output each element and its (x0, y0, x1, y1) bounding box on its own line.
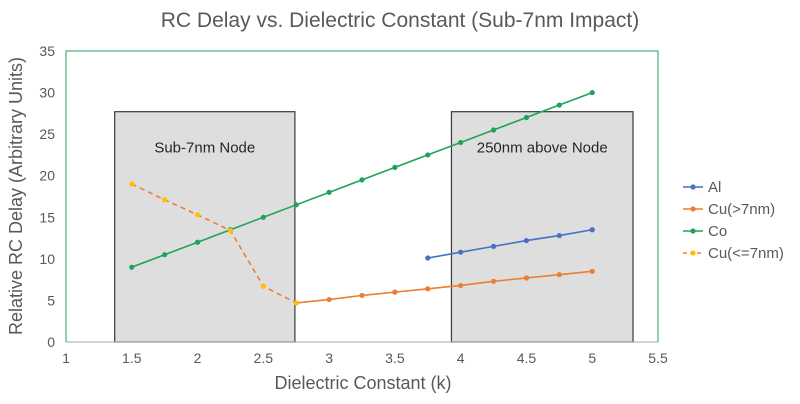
annotation-label-2: 250nm above Node (477, 140, 608, 157)
annotation-box-2 (450, 111, 634, 343)
legend-swatch-marker (690, 250, 696, 256)
data-point (458, 249, 464, 255)
data-point (490, 243, 497, 249)
y-tick-label: 5 (47, 292, 55, 308)
x-tick-label: 3 (325, 350, 333, 366)
data-point (326, 296, 332, 303)
data-point (425, 286, 431, 292)
data-point (227, 227, 234, 234)
x-tick-label: 5 (588, 350, 596, 366)
series-line (131, 183, 297, 304)
y-tick-label: 0 (47, 334, 55, 350)
legend-swatch-marker (690, 184, 696, 190)
data-point (458, 139, 464, 146)
annotation-label-1: Sub-7nm Node (154, 140, 255, 157)
x-axis-title: Dielectric Constant (k) (274, 373, 451, 393)
data-point (293, 202, 299, 208)
data-point (359, 177, 365, 183)
data-point (556, 232, 562, 239)
y-tick-label: 35 (39, 43, 55, 59)
annotation-box-1 (114, 111, 296, 343)
data-point (162, 197, 168, 203)
data-point (523, 237, 530, 244)
data-point (392, 289, 398, 295)
data-point (458, 282, 464, 289)
series-line (427, 228, 593, 259)
chart-title: RC Delay vs. Dielectric Constant (Sub-7n… (161, 9, 639, 32)
data-point (556, 102, 562, 108)
y-tick-label: 15 (39, 209, 55, 225)
x-tick-label: 5.5 (648, 350, 668, 366)
legend-item: Co (683, 223, 727, 240)
annotation-layer: Sub-7nm Node 250nm above Node (114, 111, 634, 343)
series-Co (129, 89, 595, 270)
data-point (523, 114, 530, 121)
data-point (129, 264, 135, 270)
x-tick-label: 3.5 (385, 350, 405, 366)
x-tick-label: 4.5 (517, 350, 537, 366)
y-tick-label: 10 (39, 251, 55, 267)
data-point (194, 239, 201, 245)
legend-label: Al (708, 179, 721, 196)
legend-swatch-marker (690, 206, 696, 212)
legend: Al Cu(>7nm) Co Cu(<=7nm) (683, 179, 784, 262)
data-point (425, 255, 431, 261)
x-tick-labels: 1 1.5 2 2.5 3 3.5 4 4.5 5 5.5 (62, 350, 668, 366)
data-point (162, 252, 168, 258)
series-Al (425, 227, 595, 261)
x-tick-label: 2.5 (254, 350, 274, 366)
x-tick-label: 1 (62, 350, 70, 366)
legend-label: Cu(>7nm) (708, 201, 775, 218)
legend-item: Cu(<=7nm) (683, 245, 784, 262)
legend-item: Cu(>7nm) (683, 201, 775, 218)
x-tick-label: 4 (457, 350, 465, 366)
series-Cu(<=7nm) (129, 181, 299, 306)
data-point (359, 292, 365, 299)
series-layer (129, 89, 595, 306)
data-point (490, 278, 497, 284)
data-point (589, 227, 595, 233)
data-point (589, 89, 595, 96)
y-tick-label: 30 (39, 85, 55, 101)
data-point (194, 212, 201, 218)
data-point (260, 214, 266, 220)
data-point (425, 152, 431, 158)
data-point (326, 189, 332, 195)
data-point (260, 283, 266, 289)
axes: 1 1.5 2 2.5 3 3.5 4 4.5 5 5.5 0 5 10 15 20 25 30 35 (39, 43, 668, 366)
data-point (392, 164, 398, 170)
y-tick-labels: 0 5 10 15 20 25 30 35 (39, 43, 55, 350)
data-point (293, 300, 299, 306)
data-point (129, 181, 135, 187)
data-point (523, 275, 530, 281)
legend-label: Cu(<=7nm) (708, 245, 784, 262)
y-axis-title: Relative RC Delay (Arbitrary Units) (6, 57, 26, 335)
legend-swatch-marker (690, 228, 696, 234)
y-tick-label: 20 (39, 168, 55, 184)
x-tick-label: 2 (194, 350, 202, 366)
x-tick-label: 1.5 (122, 350, 142, 366)
y-tick-label: 25 (39, 126, 55, 142)
legend-label: Co (708, 223, 727, 240)
data-point (556, 272, 562, 278)
series-line (296, 270, 593, 304)
data-point (589, 268, 595, 274)
data-point (490, 127, 497, 133)
legend-item: Al (683, 179, 721, 196)
